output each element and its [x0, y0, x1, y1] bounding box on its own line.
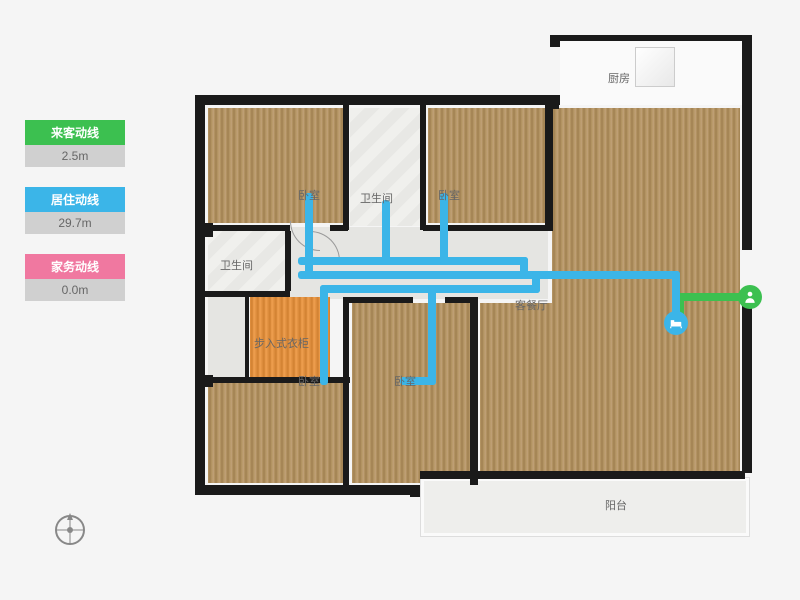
room-label-living: 客餐厅: [515, 297, 548, 313]
person-marker-icon: [738, 285, 762, 309]
path-blue: [520, 257, 528, 279]
living-dining: [480, 303, 740, 471]
compass-icon: [50, 510, 90, 555]
wall: [343, 297, 349, 485]
legend-item-chore: 家务动线 0.0m: [25, 254, 125, 301]
legend-label: 居住动线: [25, 187, 125, 212]
room-label-balcony: 阳台: [605, 497, 627, 513]
wall: [348, 297, 413, 303]
bedroom-4: [352, 303, 470, 483]
legend-value: 29.7m: [25, 212, 125, 234]
room-label-bedroom: 卧室: [438, 187, 460, 203]
wall: [195, 95, 205, 495]
wall-pillar: [195, 223, 213, 237]
wall: [445, 297, 475, 303]
path-blue: [532, 271, 540, 293]
path-blue: [440, 257, 528, 265]
wall: [330, 225, 348, 231]
path-blue: [305, 193, 313, 279]
wall: [420, 105, 426, 230]
legend-item-living: 居住动线 29.7m: [25, 187, 125, 234]
legend-label: 来客动线: [25, 120, 125, 145]
wall: [550, 35, 750, 41]
wall-pillar: [545, 95, 559, 109]
floorplan: 卧室 卫生间 卧室 卫生间 步入式衣柜 卧室 卧室 厨房 客餐厅 阳台: [180, 35, 760, 555]
wall: [470, 297, 478, 485]
path-blue: [320, 285, 328, 385]
bedroom-3: [208, 383, 343, 483]
wall: [285, 231, 291, 291]
room-label-closet: 步入式衣柜: [254, 335, 309, 351]
room-label-bathroom: 卫生间: [360, 190, 393, 206]
path-blue: [382, 200, 390, 260]
path-blue: [440, 193, 448, 261]
balcony-floor: [424, 481, 746, 533]
legend-item-guest: 来客动线 2.5m: [25, 120, 125, 167]
wall: [205, 377, 350, 383]
wall: [742, 35, 752, 250]
wall: [195, 485, 420, 495]
room-label-bedroom: 卧室: [298, 373, 320, 389]
legend-value: 0.0m: [25, 279, 125, 301]
legend-value: 2.5m: [25, 145, 125, 167]
wall: [545, 105, 553, 231]
closet-entry: [208, 297, 248, 377]
bed-marker-icon: [664, 311, 688, 335]
room-label-bedroom: 卧室: [298, 187, 320, 203]
path-blue: [298, 271, 680, 279]
room-label-kitchen: 厨房: [608, 70, 630, 86]
wall: [420, 471, 745, 479]
wall-pillar: [195, 375, 213, 387]
kitchen-window: [635, 47, 675, 87]
wall: [245, 297, 249, 377]
legend: 来客动线 2.5m 居住动线 29.7m 家务动线 0.0m: [25, 120, 125, 321]
bedroom-1: [208, 108, 343, 223]
wall: [343, 105, 349, 230]
wall: [205, 225, 290, 231]
legend-label: 家务动线: [25, 254, 125, 279]
path-blue: [428, 285, 436, 385]
wall: [195, 95, 560, 105]
room-label-bedroom: 卧室: [394, 373, 416, 389]
room-label-bathroom: 卫生间: [220, 257, 253, 273]
wall: [742, 303, 752, 473]
